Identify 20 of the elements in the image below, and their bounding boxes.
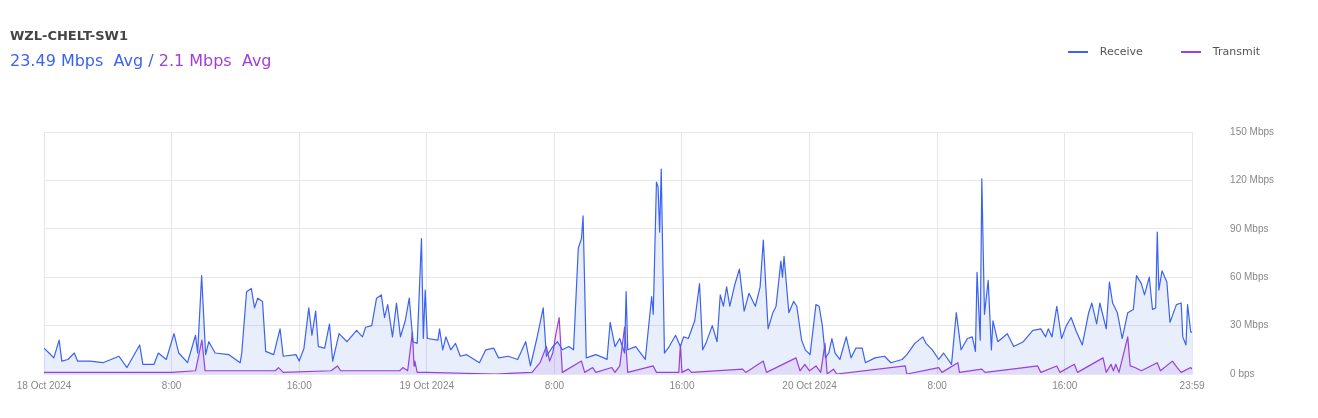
legend-label: Receive xyxy=(1099,45,1143,58)
x-tick-label: 16:00 xyxy=(1052,379,1078,391)
chart-title: WZL-CHELT-SW1 xyxy=(10,28,128,43)
x-tick-label: 8:00 xyxy=(927,379,948,391)
x-tick-label: 19 Oct 2024 xyxy=(399,379,455,391)
x-tick-label: 8:00 xyxy=(161,379,182,391)
x-tick-label: 16:00 xyxy=(286,379,313,391)
legend-label: Transmit xyxy=(1212,45,1260,58)
y-tick-label: 60 Mbps xyxy=(1230,270,1269,282)
y-tick-label: 150 Mbps xyxy=(1230,125,1275,137)
x-tick-label: 23:59 xyxy=(1179,379,1206,391)
x-tick-label: 16:00 xyxy=(669,379,695,391)
y-tick-label: 30 Mbps xyxy=(1230,319,1269,331)
y-tick-label: 120 Mbps xyxy=(1230,174,1275,186)
x-tick-label: 20 Oct 2024 xyxy=(782,379,838,391)
chart-subtitle: 23.49 Mbps Avg / 2.1 Mbps Avg xyxy=(10,51,272,70)
y-tick-label: 90 Mbps xyxy=(1230,222,1269,234)
y-tick-label: 0 bps xyxy=(1230,367,1255,379)
x-tick-label: 18 Oct 2024 xyxy=(16,379,72,391)
x-tick-label: 8:00 xyxy=(544,379,565,391)
